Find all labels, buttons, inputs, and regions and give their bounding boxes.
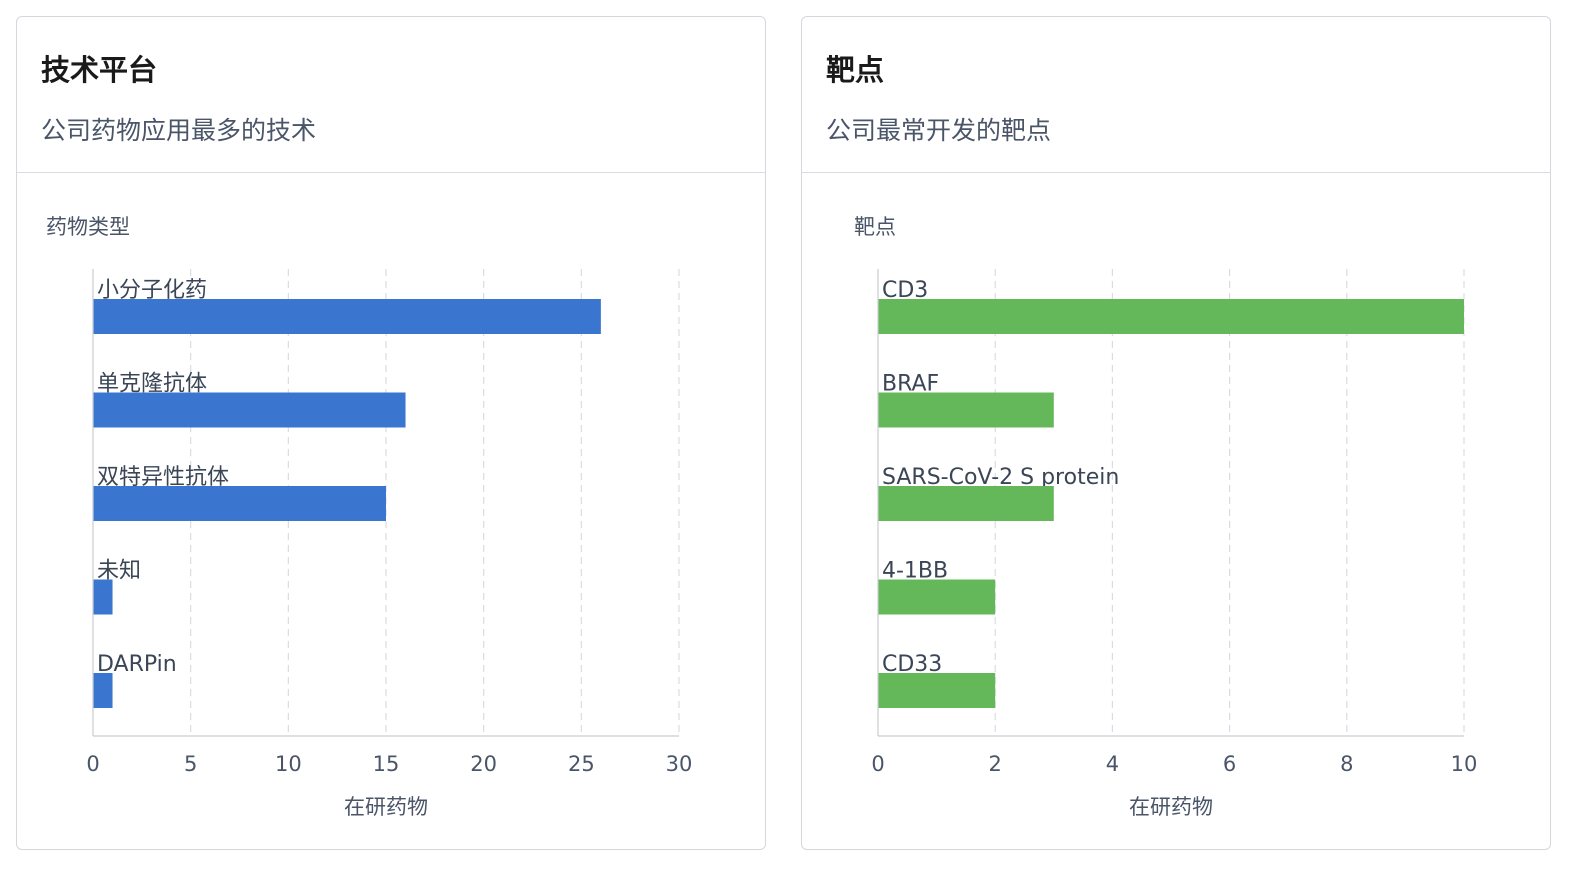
category-label: 单克隆抗体 [97,372,207,397]
chart-y-axis-label: 靶点 [854,215,896,239]
bar [93,392,406,428]
x-tick-label: 10 [1451,752,1478,776]
x-tick-label: 8 [1340,752,1353,776]
bar [878,392,1054,428]
bar [878,579,996,615]
bar [878,486,1054,521]
card-subtitle: 公司药物应用最多的技术 [41,116,317,145]
x-axis-title: 在研药物 [1129,795,1213,819]
target-card: 靶点 公司最常开发的靶点 靶点 CD3 BRAF SARS-CoV-2 S prot… [801,16,1551,850]
chart-y-axis-label: 药物类型 [46,215,130,239]
category-label: SARS-CoV-2 S protein [882,465,1119,490]
x-tick-label: 0 [871,752,884,776]
x-tick-label: 20 [470,752,497,776]
target-bar-chart: CD3 BRAF SARS-CoV-2 S protein 4-1BB CD33 0 2 4 6… [871,269,1478,819]
category-label: CD3 [882,278,928,303]
category-label: CD33 [882,652,942,677]
card-header: 靶点 公司最常开发的靶点 [802,17,1550,173]
x-tick-label: 30 [666,752,693,776]
tech-platform-card: 技术平台 公司药物应用最多的技术 药物类型 小分子化药单克隆抗体双特异性抗体 未知… [16,16,766,850]
category-label: 4-1BB [882,559,948,584]
card-title: 靶点 [826,53,885,87]
category-label: 小分子化药 [97,278,207,303]
card-header: 技术平台 公司药物应用最多的技术 [17,17,765,173]
card-subtitle: 公司最常开发的靶点 [826,116,1052,145]
x-tick-label: 10 [275,752,302,776]
category-label: 未知 [97,559,141,584]
bar [878,673,996,708]
bar [93,673,113,708]
x-tick-label: 4 [1106,752,1119,776]
bar [878,299,1464,334]
category-label: DARPin [97,652,177,677]
category-label: BRAF [882,372,939,397]
card-title: 技术平台 [41,53,158,87]
x-tick-label: 5 [184,752,197,776]
x-tick-label: 0 [86,752,99,776]
category-label: 双特异性抗体 [97,465,229,490]
x-tick-label: 2 [989,752,1002,776]
bar [93,486,386,521]
x-axis-title: 在研药物 [344,795,428,819]
x-tick-label: 6 [1223,752,1236,776]
bar [93,299,601,334]
x-tick-label: 15 [373,752,400,776]
bar [93,579,113,615]
x-tick-label: 25 [568,752,595,776]
